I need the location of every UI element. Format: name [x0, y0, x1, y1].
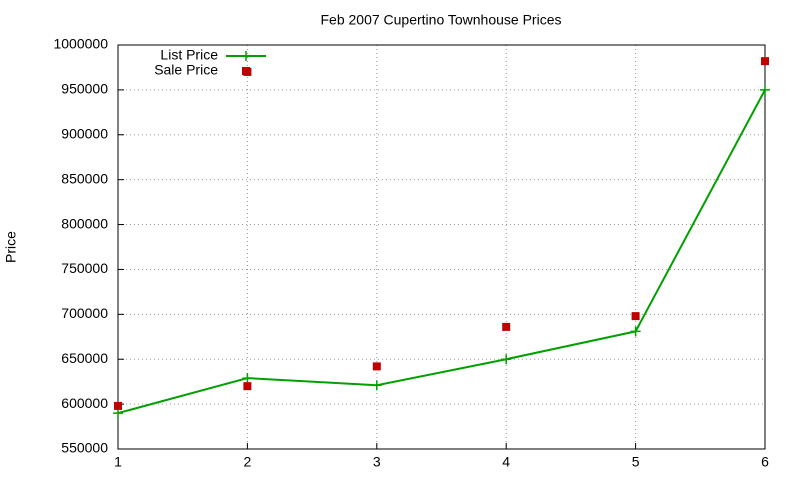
- chart-title: Feb 2007 Cupertino Townhouse Prices: [320, 12, 561, 28]
- data-point: [760, 84, 770, 95]
- x-tick-label: 3: [373, 454, 381, 470]
- data-point: [372, 362, 381, 371]
- x-tick-label: 2: [244, 454, 252, 470]
- y-tick-label: 650000: [61, 350, 108, 366]
- legend-label: List Price: [160, 47, 218, 63]
- x-tick-label: 6: [761, 454, 769, 470]
- y-tick-label: 750000: [61, 260, 108, 276]
- legend-label: Sale Price: [154, 62, 218, 78]
- x-tick-label: 5: [632, 454, 640, 470]
- data-point: [631, 312, 640, 321]
- legend-swatch: [241, 51, 251, 61]
- y-tick-label: 700000: [61, 305, 108, 321]
- y-tick-label: 550000: [61, 440, 108, 456]
- plot-frame: [117, 44, 766, 450]
- y-tick-label: 900000: [61, 125, 108, 141]
- y-tick-label: 850000: [61, 170, 108, 186]
- x-tick-label: 1: [114, 454, 122, 470]
- y-tick-label: 1000000: [53, 36, 108, 52]
- data-point: [371, 380, 382, 391]
- data-point: [242, 373, 253, 384]
- data-point: [630, 326, 641, 337]
- y-tick-label: 800000: [61, 215, 108, 231]
- legend-swatch: [242, 67, 250, 75]
- data-point: [243, 382, 252, 391]
- y-axis-label: Price: [3, 231, 19, 263]
- x-tick-label: 4: [502, 454, 510, 470]
- y-tick-label: 950000: [61, 81, 108, 97]
- data-point: [501, 354, 512, 365]
- data-point: [761, 57, 769, 66]
- data-line: [117, 89, 766, 415]
- data-point: [114, 401, 122, 410]
- data-point: [502, 322, 511, 331]
- y-tick-label: 600000: [61, 395, 108, 411]
